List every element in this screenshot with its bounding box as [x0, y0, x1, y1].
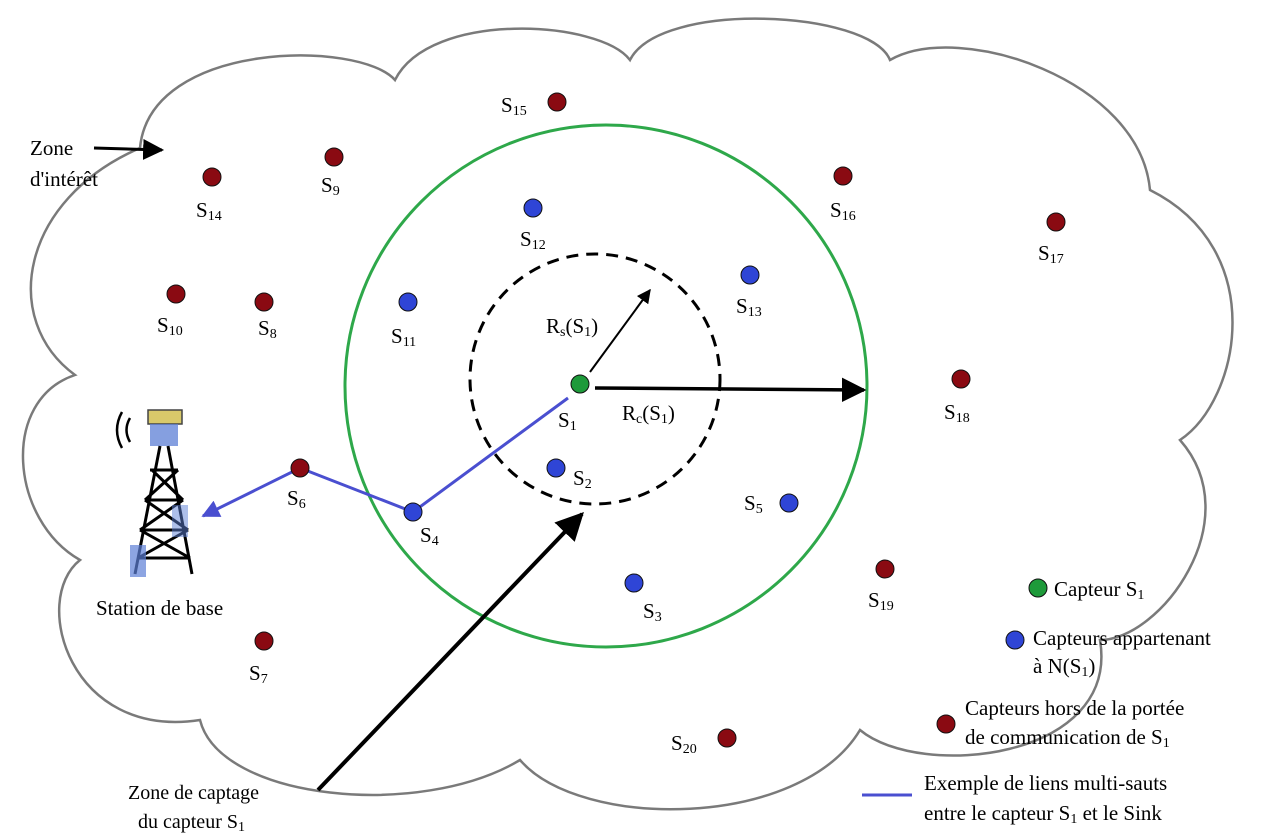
base-station-label: Station de base — [96, 596, 223, 620]
sensor-s13-label: S13 — [736, 294, 762, 320]
sensor-s2-label: S2 — [573, 466, 592, 492]
communication-range-circle — [343, 123, 869, 649]
rs-label: Rs(S1) — [546, 314, 598, 340]
legend-neighbor-line2: à N(S1) — [1033, 654, 1095, 680]
sensing-zone-pointer-arrow — [316, 511, 584, 792]
legend-neighbor-dot — [1005, 630, 1025, 650]
sensor-s1-dot — [570, 374, 590, 394]
sensor-layer: S1 S2 S3 S4 S5 S6 S7 S8 S9 S10 S11 S12 S13 S14 S15 S16 S… — [157, 92, 1066, 757]
sensor-s18-label: S18 — [944, 400, 970, 426]
sensor-s13-dot — [740, 265, 760, 285]
multi-hop-link — [201, 396, 569, 518]
legend-focus-dot — [1028, 578, 1048, 598]
sensing-zone-label-line1: Zone de captage — [128, 782, 259, 804]
sensor-s10-dot — [166, 284, 186, 304]
sensor-s2-dot — [546, 458, 566, 478]
legend-link-line2: entre le capteur S1 et le Sink — [924, 801, 1162, 827]
sensor-s16-dot — [833, 166, 853, 186]
sensor-s20-dot — [717, 728, 737, 748]
sensor-s7-dot — [254, 631, 274, 651]
rc-arrow — [594, 377, 867, 403]
sensor-s6-dot — [290, 458, 310, 478]
sensor-s19-dot — [875, 559, 895, 579]
legend-outside-line2: de communication de S1 — [965, 725, 1170, 751]
sensor-s16-label: S16 — [830, 198, 856, 224]
sensor-s20-label: S20 — [671, 731, 697, 757]
legend-outside-line1: Capteurs hors de la portée — [965, 696, 1184, 720]
zone-label-line2: d'intérêt — [30, 167, 98, 191]
sensor-s17-dot — [1046, 212, 1066, 232]
sensor-s8-dot — [254, 292, 274, 312]
sensor-s5-dot — [779, 493, 799, 513]
sensor-s11-label: S11 — [391, 324, 416, 350]
sensor-s10-label: S10 — [157, 313, 183, 339]
sensor-s15-dot — [547, 92, 567, 112]
zone-of-interest-cloud — [21, 17, 1234, 811]
sensor-s8-label: S8 — [258, 316, 277, 342]
sensor-s19-label: S19 — [868, 588, 894, 614]
sensor-s3-dot — [624, 573, 644, 593]
sensor-s9-dot — [324, 147, 344, 167]
sensor-s11-dot — [398, 292, 418, 312]
sensor-s3-label: S3 — [643, 599, 662, 625]
sensor-s14-label: S14 — [196, 198, 222, 224]
sensor-s1-label: S1 — [558, 408, 577, 434]
legend-link-line1: Exemple de liens multi-sauts — [924, 771, 1167, 795]
legend: Capteur S1 Capteurs appartenant à N(S1) … — [862, 577, 1211, 827]
sensor-s4-dot — [403, 502, 423, 522]
sensor-s18-dot — [951, 369, 971, 389]
rs-arrow — [589, 288, 651, 373]
sensor-s4-label: S4 — [420, 523, 439, 549]
sensor-s14-dot — [202, 167, 222, 187]
zone-pointer-arrow — [93, 138, 165, 160]
sensor-s5-label: S5 — [744, 491, 763, 517]
sensor-s7-label: S7 — [249, 661, 268, 687]
sensing-zone-label-line2: du capteur S1 — [138, 811, 245, 835]
sensor-s12-label: S12 — [520, 227, 546, 253]
sensor-s12-dot — [523, 198, 543, 218]
zone-label-line1: Zone — [30, 136, 73, 160]
legend-focus-text: Capteur S1 — [1054, 577, 1144, 603]
sensor-s15-label: S15 — [501, 93, 527, 119]
sensor-s17-label: S17 — [1038, 241, 1064, 267]
legend-outside-dot — [936, 714, 956, 734]
rc-label: Rc(S1) — [622, 401, 675, 427]
sensor-s6-label: S6 — [287, 486, 306, 512]
legend-neighbor-line1: Capteurs appartenant — [1033, 626, 1211, 650]
base-station-icon — [115, 409, 194, 577]
sensing-range-circle — [468, 252, 722, 506]
sensor-s9-label: S9 — [321, 173, 340, 199]
